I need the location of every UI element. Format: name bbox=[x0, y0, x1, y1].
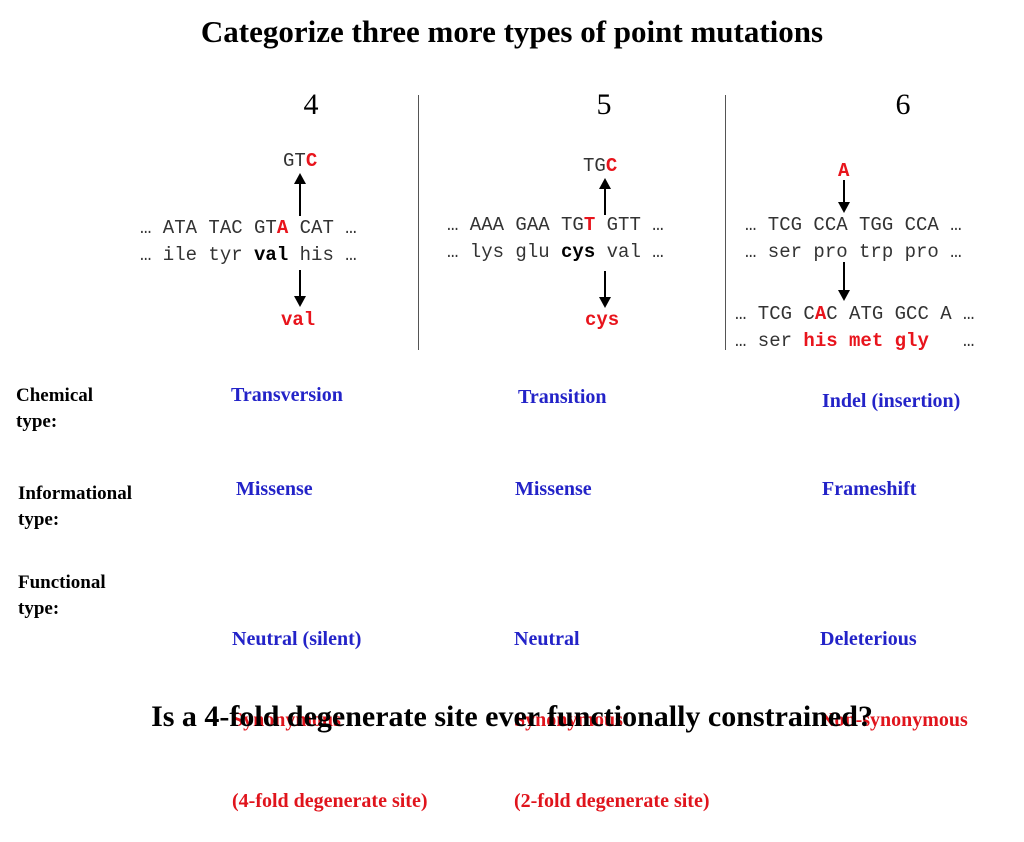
mutant-codon-4: GTC bbox=[283, 150, 318, 172]
protein-sequence-5: … lys glu cys val … bbox=[447, 241, 664, 263]
arrow-down-icon bbox=[838, 262, 850, 301]
mutant-codon-5: TGC bbox=[583, 155, 618, 177]
column-number-5: 5 bbox=[596, 88, 612, 121]
resulting-amino-acid-5: cys bbox=[585, 309, 620, 331]
informational-type-5: Missense bbox=[515, 478, 592, 500]
arrow-down-icon bbox=[294, 270, 306, 307]
informational-type-4: Missense bbox=[236, 478, 313, 500]
protein-sequence-4: … ile tyr val his … bbox=[140, 244, 357, 266]
row-label-functional: Functional type: bbox=[18, 572, 106, 619]
arrow-down-icon bbox=[599, 271, 611, 308]
mutant-dna-sequence-6: … TCG CAC ATG GCC A … bbox=[735, 303, 975, 325]
informational-type-6: Frameshift bbox=[822, 478, 917, 500]
dna-sequence-5: … AAA GAA TGT GTT … bbox=[447, 214, 664, 236]
mutant-protein-sequence-6: … ser his met gly … bbox=[735, 330, 975, 352]
resulting-amino-acid-4: val bbox=[281, 309, 316, 331]
chemical-type-6: Indel (insertion) bbox=[822, 390, 961, 412]
inserted-base-6: A bbox=[838, 160, 850, 182]
arrow-up-icon bbox=[599, 178, 611, 215]
column-divider-right bbox=[725, 95, 726, 350]
arrow-up-icon bbox=[294, 173, 306, 216]
closing-question: Is a 4-fold degenerate site ever functio… bbox=[151, 700, 873, 733]
protein-sequence-6: … ser pro trp pro … bbox=[745, 241, 962, 263]
row-label-informational: Informational type: bbox=[18, 483, 132, 530]
functional-type-6: Deleterious Non-synonymous bbox=[820, 628, 968, 731]
dna-sequence-6: … TCG CCA TGG CCA … bbox=[745, 214, 962, 236]
chemical-type-5: Transition bbox=[518, 386, 607, 408]
column-number-4: 4 bbox=[303, 88, 319, 121]
column-divider-left bbox=[418, 95, 419, 350]
slide-title: Categorize three more types of point mut… bbox=[200, 14, 824, 49]
arrow-down-icon bbox=[838, 180, 850, 213]
dna-sequence-4: … ATA TAC GTA CAT … bbox=[140, 217, 357, 239]
chemical-type-4: Transversion bbox=[231, 384, 343, 406]
column-number-6: 6 bbox=[895, 88, 911, 121]
row-label-chemical: Chemical type: bbox=[16, 385, 94, 432]
